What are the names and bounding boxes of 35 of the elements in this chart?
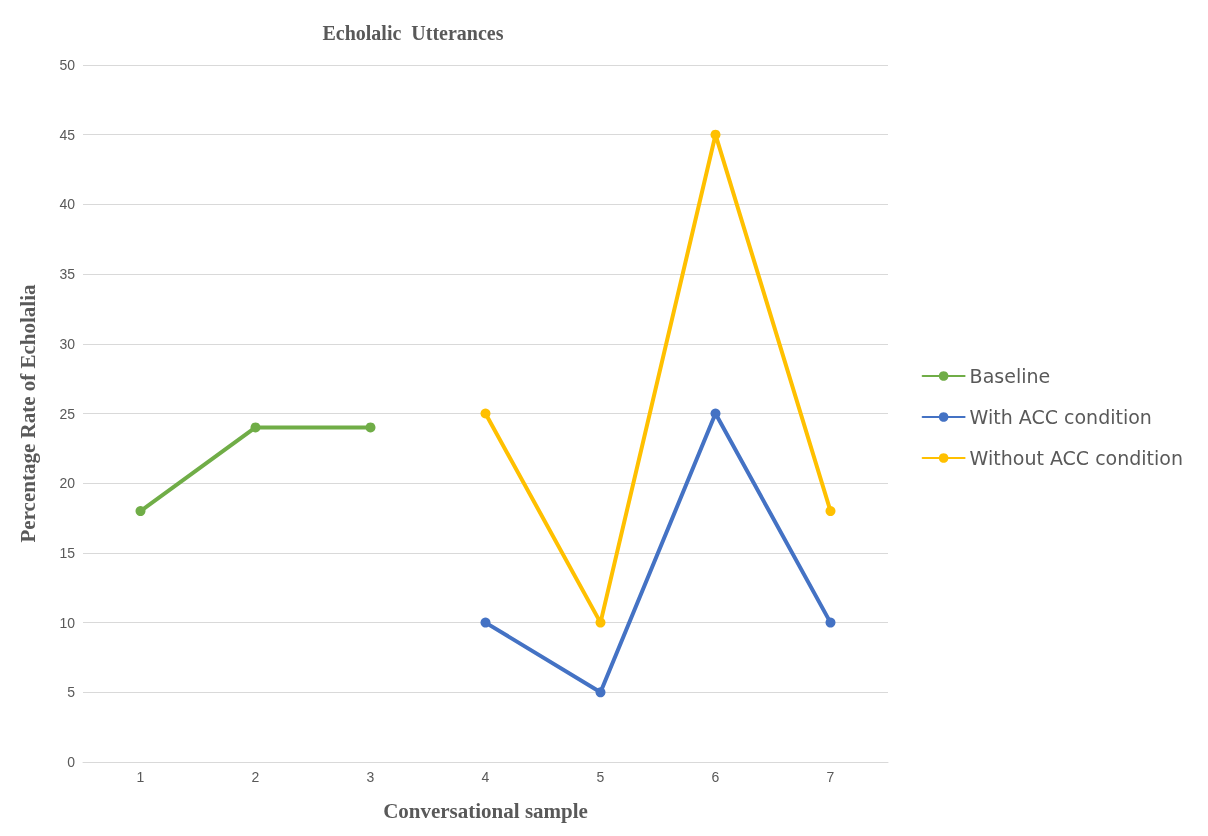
- x-tick-label: 5: [596, 769, 605, 785]
- y-tick-label: 20: [59, 475, 76, 492]
- y-tick-label: 30: [59, 335, 76, 352]
- point: [480, 617, 491, 628]
- y-tick-label: 50: [59, 57, 76, 73]
- point: [825, 617, 836, 628]
- x-tick-label: 6: [711, 769, 720, 785]
- point: [595, 617, 606, 628]
- y-tick-label: 25: [59, 405, 76, 422]
- y-tick-label: 5: [67, 684, 76, 701]
- x-axis-title: Conversational sample: [383, 798, 588, 823]
- x-tick-label: 3: [366, 769, 375, 785]
- point: [595, 687, 606, 698]
- point: [250, 422, 261, 433]
- x-tick-label: 4: [481, 769, 490, 785]
- y-tick-label: 45: [59, 126, 76, 143]
- legend-label: Without ACC condition: [969, 447, 1184, 469]
- x-tick-label: 7: [826, 769, 835, 785]
- legend-label: Baseline: [969, 365, 1051, 387]
- y-tick-label: 35: [59, 266, 76, 283]
- chart-title: Echolalic Utterances: [322, 22, 504, 44]
- point: [710, 408, 721, 419]
- y-tick-label: 15: [59, 544, 76, 561]
- point: [135, 506, 146, 517]
- y-tick-label: 10: [59, 614, 76, 631]
- y-tick-label: 0: [67, 754, 76, 770]
- x-tick-label: 1: [136, 769, 145, 785]
- y-tick-label: 40: [59, 196, 76, 213]
- point: [480, 408, 491, 419]
- x-tick-label: 2: [251, 769, 260, 785]
- legend-label: With ACC condition: [969, 406, 1152, 428]
- point: [825, 506, 836, 517]
- point: [710, 129, 721, 140]
- point: [365, 422, 376, 433]
- y-axis-title: Percentage Rate of Echolalia: [15, 284, 40, 543]
